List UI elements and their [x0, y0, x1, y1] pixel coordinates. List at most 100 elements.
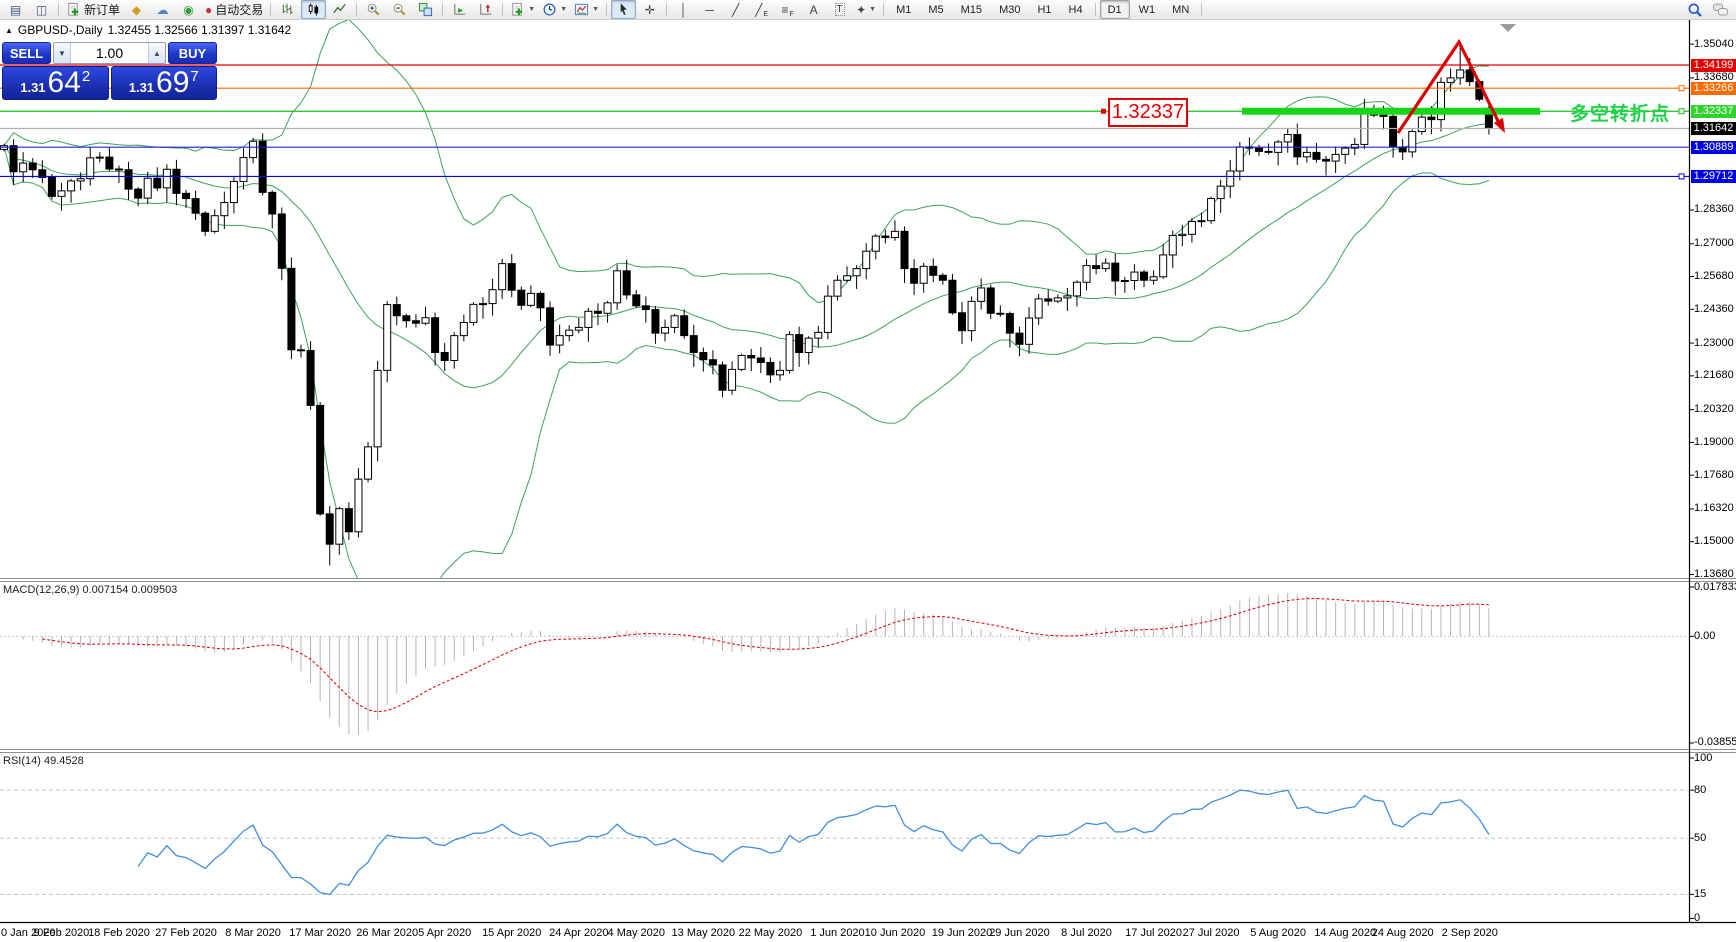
timeframe-m30-button[interactable]: M30	[999, 3, 1021, 16]
collapse-icon[interactable]: ▲	[5, 25, 13, 35]
chart-header: ▲ GBPUSD-,Daily 1.32455 1.32566 1.31397 …	[5, 23, 291, 37]
line-chart-button[interactable]	[327, 0, 352, 19]
periods-icon	[542, 2, 557, 17]
buy-button[interactable]: BUY	[168, 42, 217, 64]
chart-ohlc-values: 1.32455 1.32566 1.31397 1.31642	[107, 23, 292, 37]
crosshair-button[interactable]: ✛	[637, 0, 662, 19]
auto-scroll-button[interactable]	[447, 0, 472, 19]
text-button[interactable]: A	[801, 0, 826, 19]
macd-tick-label: 0.00	[1694, 629, 1716, 642]
fibonacci-retracement-sub-letter: F	[789, 11, 794, 18]
date-axis-label: 2 Sep 2020	[1441, 927, 1498, 939]
sell-price-button[interactable]: 1.31 64 2	[2, 66, 109, 100]
price-tick-label: 1.35040	[1694, 37, 1734, 50]
publish-button[interactable]: ☁	[150, 0, 175, 19]
date-axis-label: 14 Aug 2020	[1314, 927, 1377, 939]
date-axis-label: 8 Jul 2020	[1061, 927, 1112, 939]
bar-chart-button[interactable]	[275, 0, 300, 19]
cursor-button[interactable]	[611, 0, 637, 19]
chart-window-icon: ▤	[9, 2, 22, 17]
buy-price-button[interactable]: 1.31 69 7	[110, 66, 217, 100]
signals-icon: ◉	[183, 2, 194, 17]
tile-windows-icon	[418, 2, 433, 17]
new-order-button[interactable]: 新订单	[63, 0, 123, 19]
bar-chart-icon	[280, 2, 295, 17]
cleaner-button[interactable]: ◆	[124, 0, 149, 19]
timeframe-h4-button[interactable]: H4	[1068, 3, 1083, 16]
timeframe-mn-button[interactable]: MN	[1172, 3, 1190, 16]
horizontal-line-button[interactable]: ─	[697, 0, 722, 19]
publish-icon: ☁	[156, 2, 169, 17]
turning-point-thick-line[interactable]	[1242, 107, 1540, 115]
tick-chart-button[interactable]: ◫	[29, 0, 54, 19]
search-button[interactable]	[1682, 0, 1707, 19]
volume-increase-button[interactable]: ▲	[148, 43, 165, 63]
price-callout-box[interactable]: 1.32337	[1108, 98, 1188, 127]
signals-button[interactable]: ◉	[176, 0, 201, 19]
indicators-button[interactable]: ▼	[507, 0, 538, 19]
arrows-button[interactable]: ✦ ▼	[853, 0, 879, 19]
templates-icon	[574, 2, 589, 17]
chart-window-button[interactable]: ▤	[3, 0, 28, 19]
date-axis-label: 0 Jan 2020	[1, 927, 56, 939]
main-plot[interactable]	[0, 18, 1689, 600]
chart-shift-button[interactable]	[473, 0, 498, 19]
auto-scroll-icon	[452, 2, 467, 17]
date-axis-label: 13 May 2020	[671, 927, 736, 939]
turning-point-label[interactable]: 多空转折点	[1570, 104, 1671, 125]
trendline-button[interactable]: ╱	[723, 0, 748, 19]
macd-panel[interactable]	[0, 592, 1689, 735]
arrows-dropdown-caret: ▼	[869, 6, 877, 13]
timeframe-d1-button[interactable]: D1	[1099, 0, 1130, 19]
price-badge: 1.29712	[1691, 169, 1736, 183]
rsi-panel[interactable]	[0, 789, 1689, 896]
price-badge: 1.32337	[1691, 104, 1736, 118]
equidistant-channel-button[interactable]: ╱ E	[749, 0, 774, 19]
chart-shift-marker[interactable]	[1500, 24, 1516, 32]
timeframe-m1-button[interactable]: M1	[896, 3, 912, 16]
candlestick-chart-button[interactable]	[301, 0, 327, 19]
text-label-button[interactable]: T	[827, 0, 852, 19]
date-axis-label: 17 Jul 2020	[1125, 927, 1183, 939]
vertical-line-button[interactable]: │	[671, 0, 696, 19]
fibonacci-retracement-button[interactable]: ≡ F	[775, 0, 800, 19]
macd-tick-label: -0.038559	[1694, 736, 1736, 749]
timeframe-m5-button[interactable]: M5	[928, 3, 944, 16]
text-icon: A	[809, 2, 818, 17]
toolbar-separator	[442, 3, 444, 16]
chat-button[interactable]	[1708, 0, 1733, 19]
volume-decrease-button[interactable]: ▼	[54, 43, 71, 63]
price-badge: 1.33266	[1691, 81, 1736, 95]
tile-windows-button[interactable]	[413, 0, 438, 19]
auto-trading-button[interactable]: ● 自动交易	[202, 0, 266, 19]
periods-button[interactable]: ▼	[539, 0, 570, 19]
search-icon	[1687, 2, 1703, 18]
volume-stepper: ▼ 1.00 ▲	[53, 42, 166, 64]
templates-button[interactable]: ▼	[571, 0, 602, 19]
timeframe-h1-button[interactable]: H1	[1037, 3, 1052, 16]
date-axis-label: 9 Feb 2020	[33, 927, 90, 939]
date-axis-label: 10 Jun 2020	[864, 927, 926, 939]
rsi-tick-label: 100	[1694, 751, 1713, 764]
price-tick-label: 1.19000	[1694, 435, 1734, 448]
new-order-icon	[66, 2, 81, 17]
zoom-out-button[interactable]	[387, 0, 412, 19]
buy-price-prefix: 1.31	[128, 80, 155, 95]
sell-price-main: 64	[47, 66, 81, 99]
zoom-in-button[interactable]	[361, 0, 386, 19]
horizontal-line-icon: ─	[705, 2, 714, 17]
price-tick-label: 1.16320	[1694, 502, 1734, 515]
date-axis-label: 17 Mar 2020	[289, 927, 352, 939]
sell-button[interactable]: SELL	[2, 42, 51, 64]
buy-price-pip: 7	[190, 68, 199, 85]
fibonacci-retracement-icon: ≡	[781, 2, 789, 17]
price-tick-label: 1.27000	[1694, 237, 1734, 250]
volume-input[interactable]: 1.00	[95, 45, 124, 61]
one-click-trading-panel: SELL ▼ 1.00 ▲ BUY 1.31 64 2 1.31 69 7	[2, 42, 217, 100]
price-badge: 1.34199	[1691, 58, 1736, 72]
macd-tick-label: 0.017833	[1694, 580, 1736, 593]
timeframe-m15-button[interactable]: M15	[960, 3, 983, 16]
timeframe-w1-button[interactable]: W1	[1138, 3, 1156, 16]
arrows-icon: ✦	[856, 2, 867, 17]
